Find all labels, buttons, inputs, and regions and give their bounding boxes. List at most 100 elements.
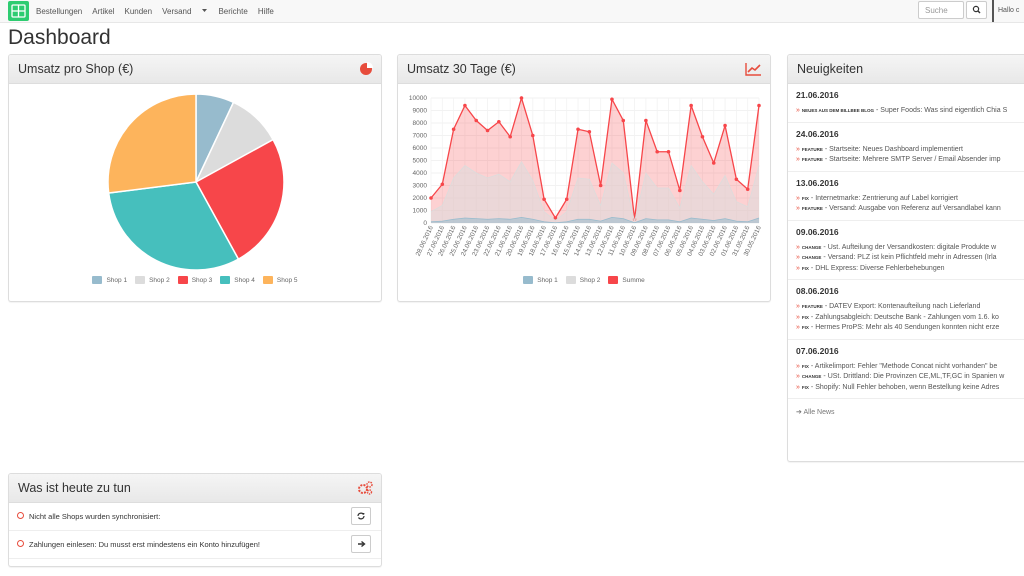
legend: Shop 1 Shop 2 Summe xyxy=(398,276,770,284)
area-line xyxy=(430,95,760,220)
news-text: - Shopify: Null Fehler behoben, wenn Bes… xyxy=(810,383,1000,391)
news-date: 13.06.2016 xyxy=(796,177,839,188)
news-text: - Super Foods: Was sind eigentlich Chia … xyxy=(876,107,1008,114)
news-item[interactable]: » FIX - DHL Express: Diverse Fehlerbehebun… xyxy=(796,264,1024,275)
news-group: 08.06.2016 » FEATURE - DATEV Export: Konten… xyxy=(788,280,1024,340)
news-tag: FEATURE xyxy=(801,146,823,152)
nav-item[interactable]: Bestellungen xyxy=(36,6,83,16)
news-item[interactable]: » FEATURE - DATEV Export: Kontenaufteilung… xyxy=(796,302,1024,313)
news-group: 07.06.2016» FIX - Artikelimport: Fehler "M… xyxy=(788,340,1024,399)
panel-title: Umsatz 30 Tage (€) xyxy=(407,62,516,76)
go-button[interactable] xyxy=(351,535,371,553)
news-item[interactable]: » FEATURE - Versand: Ausgabe von Referenz … xyxy=(796,204,1024,215)
data-point xyxy=(463,103,467,108)
data-point xyxy=(598,183,603,188)
area-chart: 0 1000 2000 3000 4000 5000 6000 7000 8000 9000 100… xyxy=(409,95,763,257)
search-button[interactable] xyxy=(966,1,987,19)
news-text: - Internetmarke: Zentrierung auf Label k… xyxy=(810,194,958,202)
nav-item[interactable]: Artikel xyxy=(92,6,115,16)
news-group: 21.06.2016 » NEUES AUS DEM BILLBEE BLOG - S… xyxy=(788,84,1024,123)
search-input[interactable]: Suche xyxy=(918,1,964,19)
y-tick-label: 6000 xyxy=(413,145,428,152)
chevron-icon: » xyxy=(796,145,800,153)
news-text: - Versand: PLZ ist kein Pflichtfeld mehr… xyxy=(823,254,997,261)
data-point xyxy=(745,187,750,192)
data-point xyxy=(429,196,433,200)
logo[interactable] xyxy=(8,1,29,21)
news-item[interactable]: » NEUES AUS DEM BILLBEE BLOG - Super Foods… xyxy=(796,106,1024,117)
navbar: Bestellungen Artikel Kunden Versand Berichte… xyxy=(0,0,1024,23)
legend: Shop 1 Shop 2 Shop 3 Shop 4 Shop 5 xyxy=(9,276,381,284)
legend-label: Shop 3 xyxy=(191,276,213,284)
chevron-icon: » xyxy=(796,254,800,261)
news-text: - Artikelimport: Fehler "Methode Concat … xyxy=(810,362,998,370)
y-tick-label: 3000 xyxy=(413,183,428,190)
legend-label: Shop 5 xyxy=(276,276,298,284)
news-group: 13.06.2016 » FIX - Internetmarke: Zentrieru… xyxy=(788,172,1024,221)
news-more-link[interactable]: ➔ Alle News xyxy=(788,399,1024,425)
warning-icon xyxy=(17,540,24,547)
data-point xyxy=(542,197,546,202)
news-text: - DHL Express: Diverse Fehlerbehebungen xyxy=(810,264,945,272)
news-item[interactable]: » CHANGE - USt. Drittland: Die Provinzen C… xyxy=(796,372,1024,383)
sync-button[interactable] xyxy=(351,507,371,525)
news-tag: FIX xyxy=(801,384,809,390)
page-title: Dashboard xyxy=(8,26,111,49)
news-date: 21.06.2016 xyxy=(796,90,839,100)
legend-swatch xyxy=(92,276,103,284)
news-item[interactable]: » FIX - Internetmarke: Zentrierung auf Lab… xyxy=(796,194,1024,205)
news-item[interactable]: » FIX - Artikelimport: Fehler "Methode Con… xyxy=(796,362,1024,373)
data-point xyxy=(564,197,569,202)
data-point xyxy=(485,128,490,133)
news-item[interactable]: » FIX - Zahlungsabgleich: Deutsche Bank - … xyxy=(796,313,1024,324)
nav-item[interactable]: Hilfe xyxy=(257,6,274,16)
legend-item: Summe xyxy=(608,276,645,284)
pie-panel: Umsatz pro Shop (€) Shop 1 Shop 2 Shop 3 Sh… xyxy=(8,54,382,302)
chevron-icon: » xyxy=(796,324,800,331)
todo-row: Nicht alle Shops wurden synchronisiert: xyxy=(9,503,381,531)
legend-item: Shop 4 xyxy=(220,276,255,284)
chevron-icon: » xyxy=(796,264,800,272)
search-icon xyxy=(972,5,981,14)
news-tag: FIX xyxy=(801,314,809,320)
chevron-icon: » xyxy=(796,156,800,163)
news-text: - USt. Drittland: Die Provinzen CE,ML,TF… xyxy=(823,373,1005,380)
data-point xyxy=(734,177,739,182)
nav-item[interactable]: Berichte xyxy=(218,6,248,16)
link-text[interactable]: Alle News xyxy=(803,409,835,416)
chevron-icon: » xyxy=(796,303,800,310)
nav-item[interactable]: Versand xyxy=(162,6,192,16)
news-item[interactable]: » FIX - Shopify: Null Fehler behoben, wenn… xyxy=(796,383,1024,394)
news-tag: FIX xyxy=(801,325,809,330)
news-item[interactable]: » FEATURE - Startseite: Neues Dashboard im… xyxy=(796,145,1024,156)
data-point xyxy=(621,118,626,123)
nav-item[interactable]: Kunden xyxy=(124,6,153,16)
legend-swatch xyxy=(135,276,146,284)
pie-chart xyxy=(107,93,285,271)
chevron-icon: » xyxy=(796,362,800,370)
data-point xyxy=(700,134,705,139)
news-item[interactable]: » CHANGE - Versand: PLZ ist kein Pflichtfe… xyxy=(796,253,1024,264)
news-date: 08.06.2016 xyxy=(796,286,839,296)
area-line xyxy=(430,160,760,222)
news-item[interactable]: » FIX - Hermes ProPS: Mehr als 40 Sendunge… xyxy=(796,323,1024,334)
chevron-icon: » xyxy=(796,243,800,251)
data-point xyxy=(644,118,648,123)
user-menu[interactable]: Hallo c xyxy=(992,0,1019,22)
y-tick-label: 4000 xyxy=(413,170,428,177)
news-text: - Versand: Ausgabe von Referenz auf Vers… xyxy=(824,205,1001,212)
news-tag: FIX xyxy=(801,265,809,271)
arrow-icon: ➔ xyxy=(796,409,804,416)
news-item[interactable]: » CHANGE - Ust. Aufteilung der Versandkost… xyxy=(796,243,1024,254)
refresh-icon xyxy=(357,512,365,520)
chevron-icon: » xyxy=(796,383,800,391)
legend-swatch xyxy=(608,276,619,284)
area-line xyxy=(430,216,760,224)
news-tag: CHANGE xyxy=(801,255,822,260)
news-item[interactable]: » FEATURE - Startseite: Mehrere SMTP Serve… xyxy=(796,155,1024,166)
pie-icon xyxy=(360,62,373,75)
news-tag: FIX xyxy=(801,195,809,201)
legend-swatch xyxy=(523,276,534,284)
data-point xyxy=(666,149,671,154)
